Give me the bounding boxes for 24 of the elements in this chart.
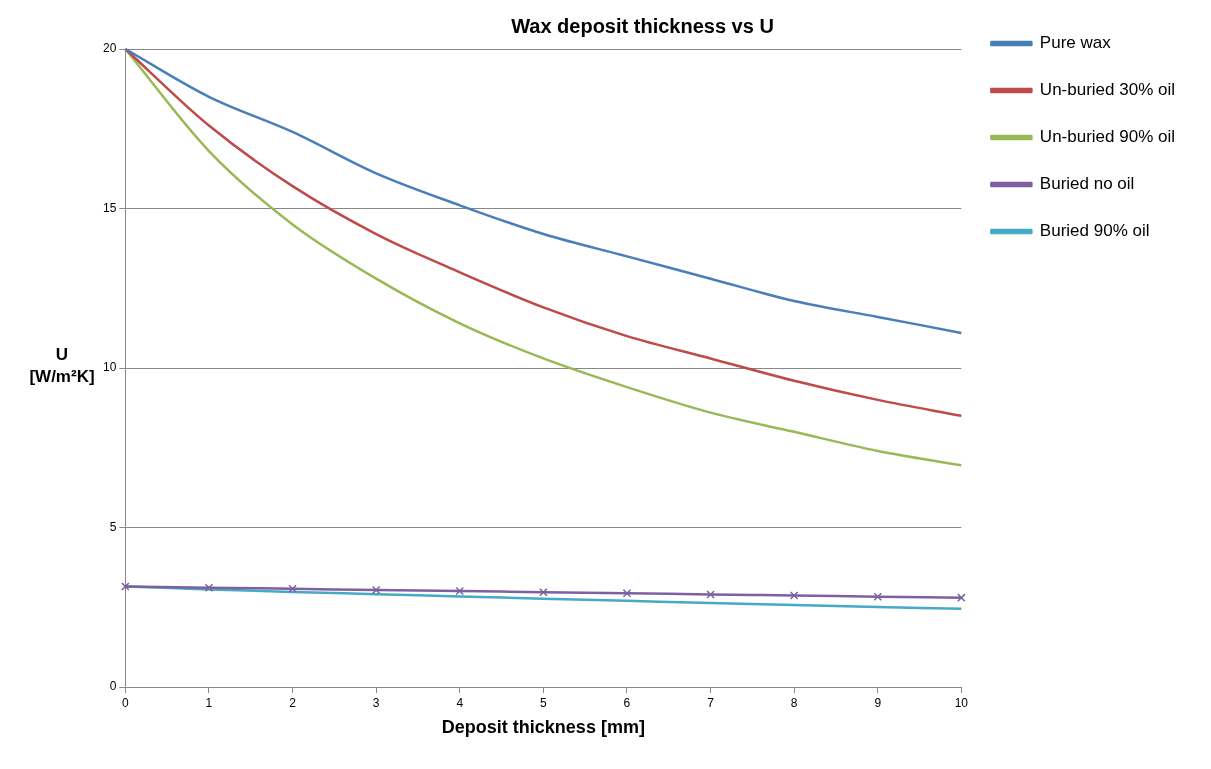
x-tick-label: 1 xyxy=(205,695,213,710)
x-axis-title: Deposit thickness [mm] xyxy=(441,717,645,738)
y-tick-label: 5 xyxy=(109,519,117,534)
legend-label: Buried no oil xyxy=(1039,174,1135,194)
legend-label: Buried 90% oil xyxy=(1039,221,1150,241)
x-tick-label: 7 xyxy=(707,695,715,710)
y-axis-title: U [W/m²K] xyxy=(29,345,95,386)
y-tick-label: 0 xyxy=(109,679,117,694)
x-tick-label: 10 xyxy=(954,695,969,710)
chart-title: Wax deposit thickness vs U xyxy=(511,14,774,37)
x-tick-label: 5 xyxy=(540,695,548,710)
legend-label: Un-buried 90% oil xyxy=(1039,127,1176,147)
x-tick-label: 0 xyxy=(122,695,129,710)
legend-label: Pure wax xyxy=(1039,33,1112,53)
y-tick-label: 15 xyxy=(102,200,117,215)
x-tick-label: 3 xyxy=(372,695,380,710)
y-tick-label: 20 xyxy=(102,41,117,56)
x-tick-label: 8 xyxy=(790,695,798,710)
legend-label: Un-buried 30% oil xyxy=(1039,80,1176,100)
y-tick-label: 10 xyxy=(102,360,117,375)
x-tick-label: 2 xyxy=(289,695,297,710)
x-tick-label: 9 xyxy=(874,695,882,710)
x-tick-label: 4 xyxy=(456,695,464,710)
x-tick-label: 6 xyxy=(623,695,631,710)
